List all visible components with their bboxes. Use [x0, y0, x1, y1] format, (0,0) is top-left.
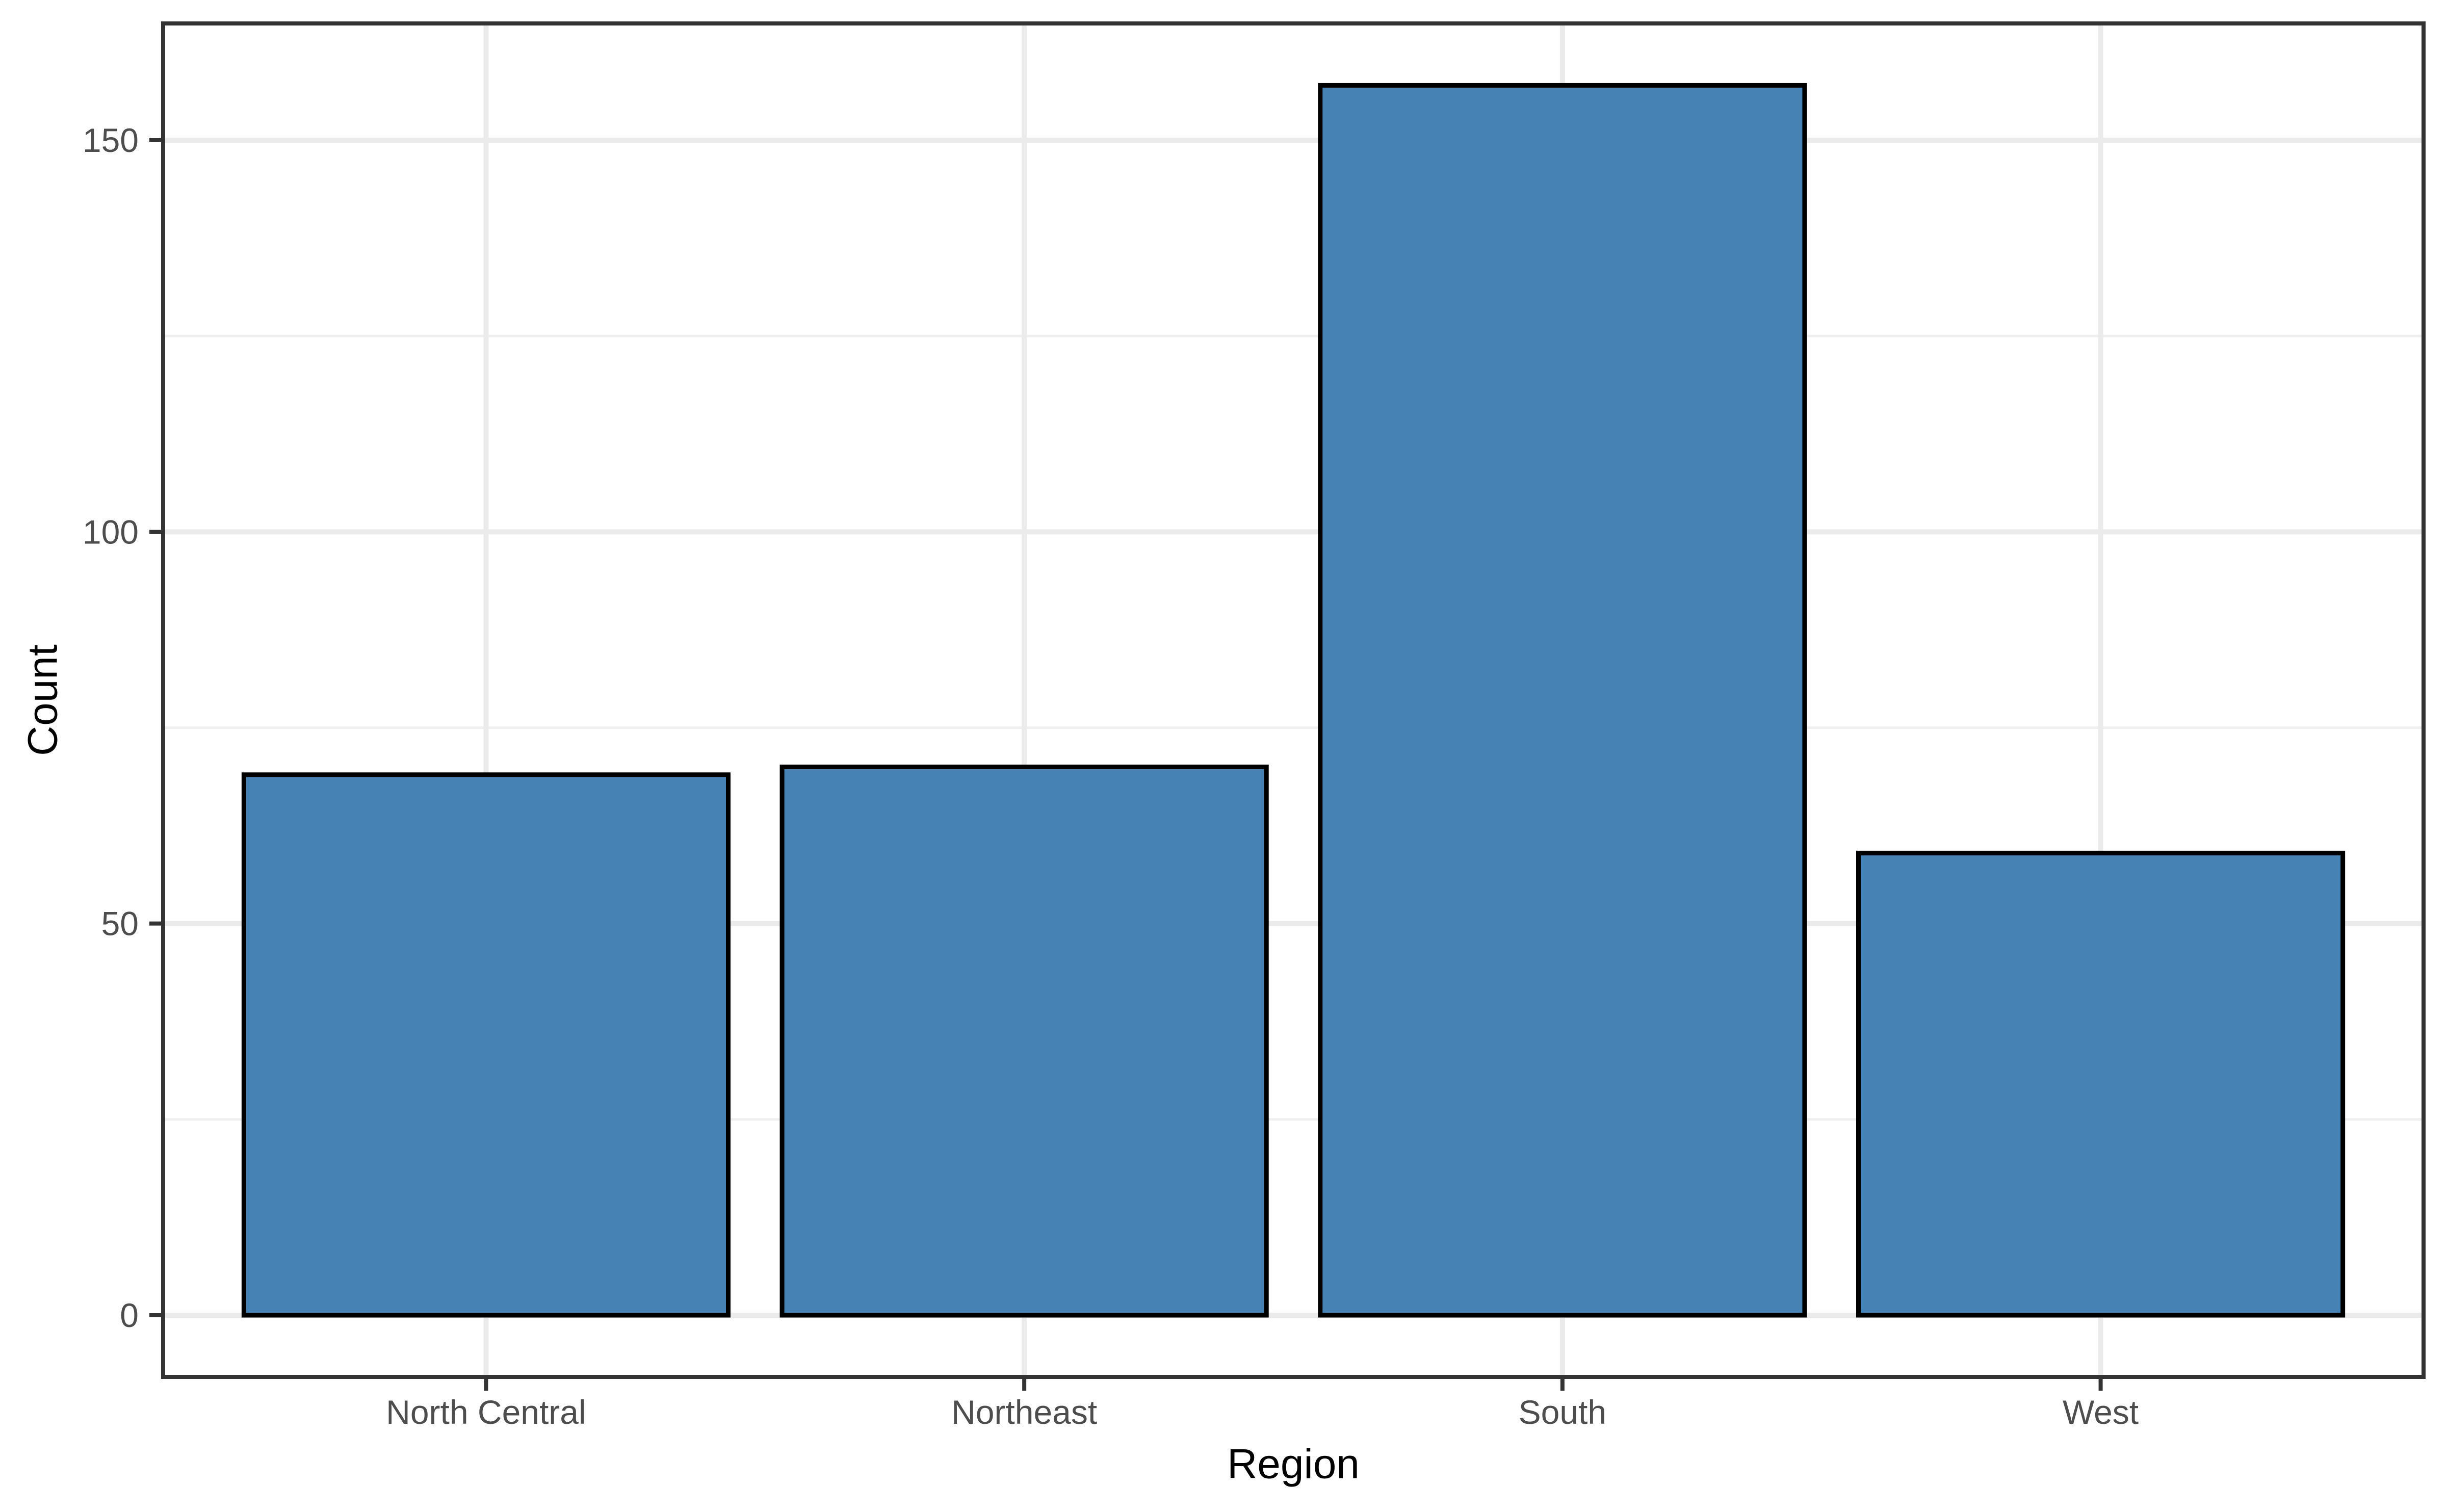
bar-west	[1856, 850, 2346, 1318]
bar-south	[1318, 83, 1807, 1318]
y-tick-label-150: 150	[83, 121, 139, 159]
x-tick-label-northeast: Northeast	[951, 1393, 1097, 1431]
x-tick-label-south: South	[1519, 1393, 1606, 1431]
y-axis-title: Count	[20, 644, 66, 756]
x-axis-title: Region	[1227, 1441, 1360, 1488]
x-tick-label-north-central: North Central	[386, 1393, 586, 1431]
x-tick-label-west: West	[2063, 1393, 2139, 1431]
bar-northeast	[779, 764, 1269, 1318]
y-tick-label-100: 100	[83, 513, 139, 551]
y-tick-label-50: 50	[101, 905, 139, 943]
y-tick-label-0: 0	[120, 1296, 139, 1334]
panel-border	[161, 21, 2426, 1379]
bar-north-central	[241, 772, 731, 1318]
